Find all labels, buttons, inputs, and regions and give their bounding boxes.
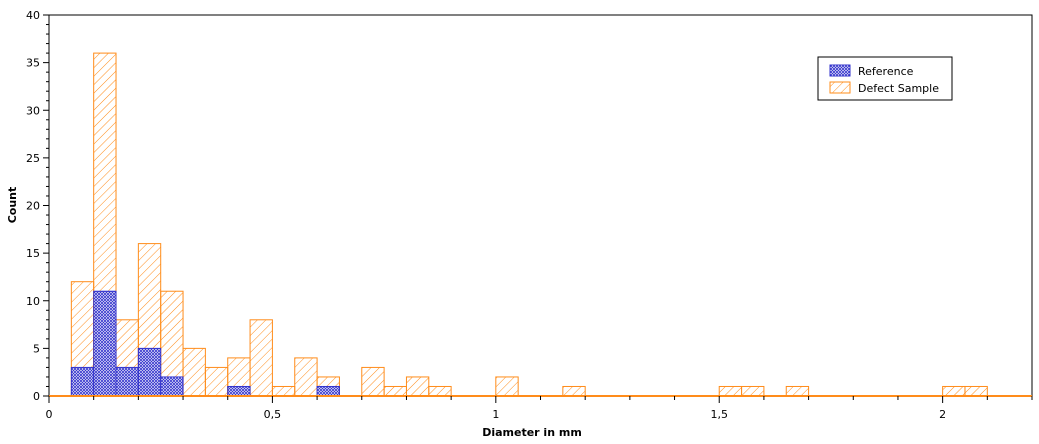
x-tick-label: 0,5 <box>264 408 282 421</box>
defect-sample-bar <box>405 376 430 397</box>
defect-sample-bar <box>204 366 229 397</box>
reference-bar <box>316 385 340 397</box>
reference-bar <box>137 347 162 397</box>
reference-bars <box>70 290 340 397</box>
reference-bar <box>70 366 95 397</box>
x-tick-label: 0 <box>46 408 53 421</box>
y-tick-label: 20 <box>26 200 40 213</box>
defect-sample-bar <box>964 385 988 397</box>
x-tick-label: 1,5 <box>710 408 728 421</box>
x-tick-label: 1 <box>492 408 499 421</box>
y-tick-label: 5 <box>33 342 40 355</box>
x-tick-label: 2 <box>939 408 946 421</box>
axes: 0 5 10 15 20 25 30 35 40 0 0,5 1 1,5 2 <box>26 9 1033 421</box>
defect-sample-bar <box>249 319 273 397</box>
y-tick-label: 35 <box>26 57 40 70</box>
y-axis-title: Count <box>6 187 19 224</box>
defect-sample-bar <box>562 385 586 397</box>
defect-sample-bar <box>495 376 519 397</box>
y-tick-label: 40 <box>26 9 40 22</box>
y-tick-label: 15 <box>26 247 40 260</box>
defect-sample-bar <box>361 366 385 397</box>
defect-sample-bar <box>182 347 206 397</box>
y-tick-label: 25 <box>26 152 40 165</box>
legend-label-defect-sample: Defect Sample <box>858 82 939 95</box>
x-axis-title: Diameter in mm <box>482 426 582 439</box>
legend-label-reference: Reference <box>858 65 914 78</box>
defect-sample-bar <box>383 385 407 397</box>
defect-sample-bar <box>741 385 765 397</box>
defect-sample-bar <box>428 385 452 397</box>
y-tick-label: 30 <box>26 104 40 117</box>
legend: Reference Defect Sample <box>817 56 953 101</box>
defect-sample-bar <box>785 385 810 397</box>
reference-bar <box>93 290 117 397</box>
defect-sample-bar <box>294 357 318 397</box>
defect-sample-bar <box>942 385 966 397</box>
reference-bar <box>160 376 184 397</box>
legend-swatch-defect-sample <box>829 81 851 94</box>
y-tick-label: 10 <box>26 295 40 308</box>
reference-bar <box>227 385 251 397</box>
reference-bar <box>115 366 139 397</box>
y-tick-label: 0 <box>33 390 40 403</box>
defect-sample-bar <box>718 385 743 397</box>
defect-sample-bar <box>271 385 296 397</box>
legend-swatch-reference <box>829 64 851 77</box>
